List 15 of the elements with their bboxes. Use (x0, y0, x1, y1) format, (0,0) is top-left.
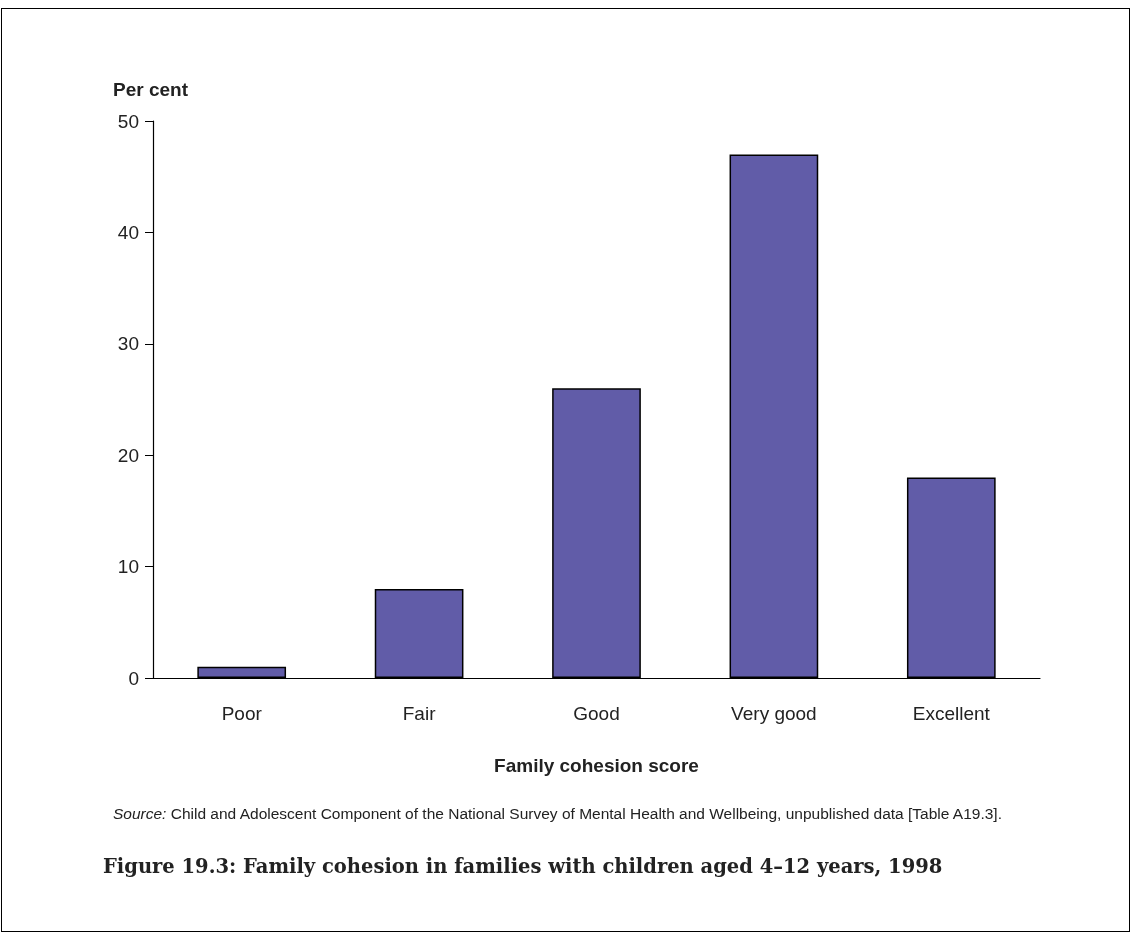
y-tick-label: 10 (117, 556, 139, 578)
y-tick-label: 40 (117, 221, 139, 243)
x-tick-label: Good (573, 703, 620, 724)
y-tick-label: 20 (117, 444, 139, 466)
y-axis-title: Per cent (113, 79, 189, 100)
x-tick-label: Very good (731, 703, 817, 724)
text: Figure 19.3: Family cohesion in families with children aged 4–12 years, 1998 (103, 855, 944, 878)
y-tick-label: 0 (128, 667, 139, 689)
x-tick-label: Poor (221, 703, 263, 724)
x-axis-title: Family cohesion score (494, 755, 699, 776)
x-tick-label: Excellent (912, 703, 991, 724)
x-tick-label: Fair (402, 703, 437, 724)
y-tick-label: 30 (117, 333, 139, 355)
y-tick-label: 50 (117, 110, 139, 132)
source-note: Source: Child and Adolescent Component of the National Survey of Mental Health and Wellbeing, unpublished data [Table A19.3]. (113, 805, 1003, 822)
